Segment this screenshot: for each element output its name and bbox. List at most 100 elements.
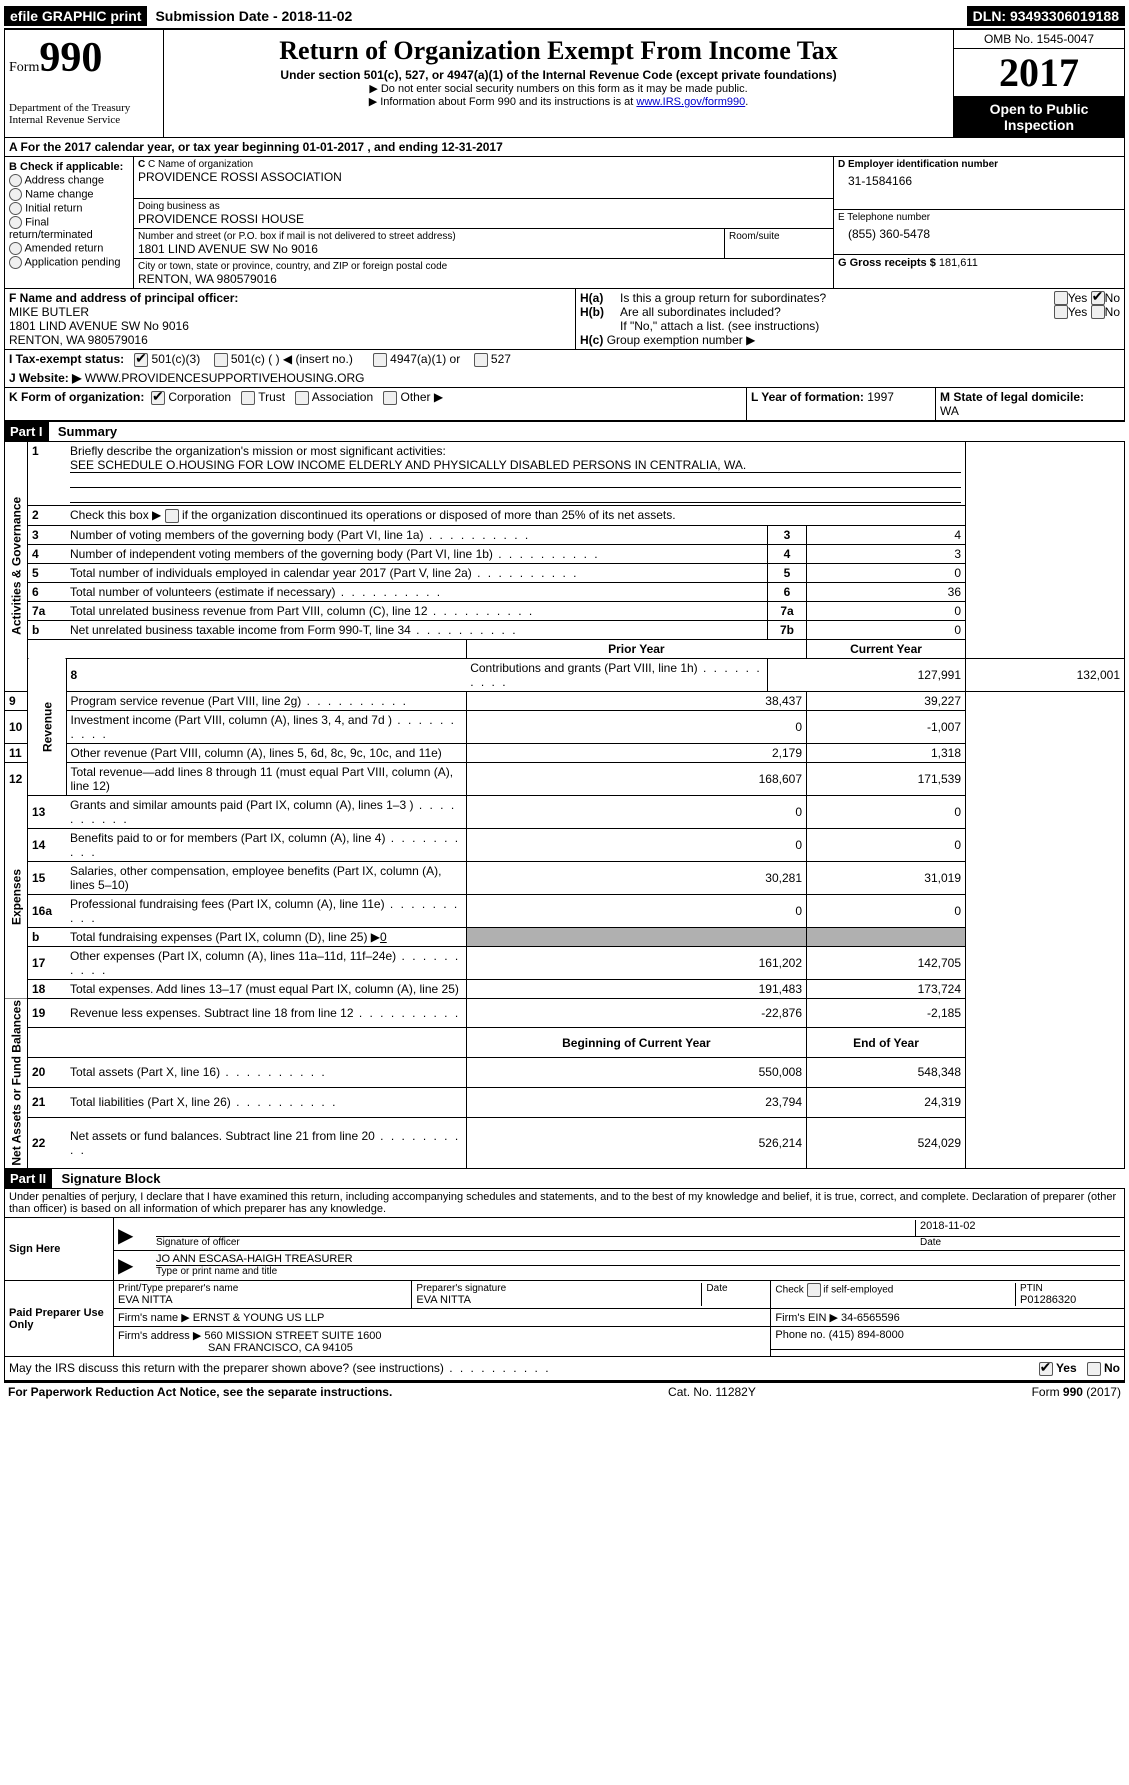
501c-checkbox[interactable]: [214, 353, 228, 367]
line9-prior: 38,437: [466, 691, 806, 710]
line14-current: 0: [807, 828, 966, 861]
line8-current: 132,001: [966, 658, 1125, 691]
self-employed-checkbox[interactable]: [807, 1283, 821, 1297]
vlabel-revenue: Revenue: [28, 658, 67, 795]
perjury-declaration: Under penalties of perjury, I declare th…: [4, 1188, 1125, 1217]
discontinued-checkbox[interactable]: [165, 509, 179, 523]
gross-receipts: 181,611: [939, 257, 978, 269]
line15-prior: 30,281: [466, 861, 806, 894]
trust-checkbox[interactable]: [241, 391, 255, 405]
vlabel-expenses: Expenses: [5, 795, 28, 998]
org-info-grid: B Check if applicable: Address change Na…: [4, 157, 1125, 289]
open-to-public: Open to Public Inspection: [954, 97, 1124, 137]
line19-current: -2,185: [807, 998, 966, 1028]
city-state-zip: RENTON, WA 980579016: [138, 272, 829, 286]
line14-prior: 0: [466, 828, 806, 861]
line12-prior: 168,607: [466, 762, 806, 795]
addr-change-checkbox[interactable]: Address change: [9, 174, 129, 187]
section-k-l-m: K Form of organization: Corporation Trus…: [4, 388, 1125, 422]
assoc-checkbox[interactable]: [295, 391, 309, 405]
line10-prior: 0: [466, 710, 806, 743]
summary-table: Activities & Governance 1 Briefly descri…: [4, 441, 1125, 1169]
line11-current: 1,318: [807, 743, 966, 762]
name-change-checkbox[interactable]: Name change: [9, 188, 129, 201]
line15-current: 31,019: [807, 861, 966, 894]
line22-end: 524,029: [807, 1117, 966, 1169]
line13-prior: 0: [466, 795, 806, 828]
paid-preparer-label: Paid Preparer Use Only: [5, 1281, 114, 1357]
app-pending-checkbox[interactable]: Application pending: [9, 256, 129, 269]
section-d-e-g: D Employer identification number 31-1584…: [834, 157, 1124, 288]
telephone: (855) 360-5478: [838, 223, 1120, 245]
firm-ein: 34-6565596: [841, 1312, 900, 1324]
line16a-current: 0: [807, 894, 966, 927]
officer-name: MIKE BUTLER: [9, 305, 89, 319]
info-note: ▶ Information about Form 990 and its ins…: [172, 95, 945, 108]
cat-number: Cat. No. 11282Y: [668, 1385, 756, 1399]
ssn-note: ▶ Do not enter social security numbers o…: [172, 82, 945, 95]
officer-print-name: JO ANN ESCASA-HAIGH TREASURER: [156, 1253, 1120, 1266]
vlabel-activities: Activities & Governance: [5, 441, 28, 691]
line17-prior: 161,202: [466, 946, 806, 979]
line20-end: 548,348: [807, 1058, 966, 1088]
section-i: I Tax-exempt status: 501(c)(3) 501(c) ( …: [4, 350, 1125, 369]
ha-yes-checkbox[interactable]: [1054, 291, 1068, 305]
amended-return-checkbox[interactable]: Amended return: [9, 242, 129, 255]
form-number: Form990: [9, 34, 159, 82]
501c3-checkbox[interactable]: [134, 353, 148, 367]
firm-name: ERNST & YOUNG US LLP: [193, 1312, 325, 1324]
line9-current: 39,227: [807, 691, 966, 710]
discuss-row: May the IRS discuss this return with the…: [4, 1357, 1125, 1381]
527-checkbox[interactable]: [474, 353, 488, 367]
mission-text: SEE SCHEDULE O.HOUSING FOR LOW INCOME EL…: [70, 458, 961, 473]
submission-date: Submission Date - 2018-11-02: [155, 8, 352, 24]
other-checkbox[interactable]: [383, 391, 397, 405]
website: WWW.PROVIDENCESUPPORTIVEHOUSING.ORG: [85, 371, 365, 385]
4947-checkbox[interactable]: [373, 353, 387, 367]
irs-link[interactable]: www.IRS.gov/form990: [636, 96, 745, 108]
line7a-value: 0: [807, 601, 966, 620]
section-c: C C Name of organization PROVIDENCE ROSS…: [134, 157, 834, 288]
line3-value: 4: [807, 525, 966, 544]
corp-checkbox[interactable]: [151, 391, 165, 405]
line6-value: 36: [807, 582, 966, 601]
form-ref: Form 990 (2017): [1032, 1385, 1121, 1399]
line5-value: 0: [807, 563, 966, 582]
final-return-checkbox[interactable]: Final return/terminated: [9, 216, 129, 241]
year-formation: 1997: [867, 390, 894, 404]
form-subtitle: Under section 501(c), 527, or 4947(a)(1)…: [172, 68, 945, 82]
line18-prior: 191,483: [466, 979, 806, 998]
line4-value: 3: [807, 544, 966, 563]
line22-begin: 526,214: [466, 1117, 806, 1169]
part-1-header: Part I Summary: [4, 422, 1125, 441]
line12-current: 171,539: [807, 762, 966, 795]
efile-tag: efile GRAPHIC print: [4, 6, 147, 26]
ptin: P01286320: [1020, 1294, 1120, 1306]
firm-city: SAN FRANCISCO, CA 94105: [118, 1342, 353, 1354]
line16a-prior: 0: [466, 894, 806, 927]
ha-no-checkbox[interactable]: [1091, 291, 1105, 305]
form-title: Return of Organization Exempt From Incom…: [172, 36, 945, 66]
line7b-value: 0: [807, 620, 966, 639]
discuss-yes-checkbox[interactable]: [1039, 1362, 1053, 1376]
discuss-no-checkbox[interactable]: [1087, 1362, 1101, 1376]
line21-begin: 23,794: [466, 1087, 806, 1117]
line11-prior: 2,179: [466, 743, 806, 762]
form-header: Form990 Department of the Treasury Inter…: [4, 29, 1125, 138]
line13-current: 0: [807, 795, 966, 828]
hb-yes-checkbox[interactable]: [1054, 305, 1068, 319]
part-2-header: Part II Signature Block: [4, 1169, 1125, 1188]
line19-prior: -22,876: [466, 998, 806, 1028]
omb-number: OMB No. 1545-0047: [954, 30, 1124, 49]
initial-return-checkbox[interactable]: Initial return: [9, 202, 129, 215]
sig-date: 2018-11-02: [915, 1220, 1120, 1237]
line-a: A For the 2017 calendar year, or tax yea…: [4, 138, 1125, 157]
street-address: 1801 LIND AVENUE SW No 9016: [138, 242, 720, 256]
section-b: B Check if applicable: Address change Na…: [5, 157, 134, 288]
hb-no-checkbox[interactable]: [1091, 305, 1105, 319]
line16b-value: 0: [380, 930, 387, 944]
tax-year: 2017: [954, 49, 1124, 97]
dba-name: PROVIDENCE ROSSI HOUSE: [138, 212, 829, 226]
irs-label: Internal Revenue Service: [9, 114, 159, 126]
line8-prior: 127,991: [768, 658, 966, 691]
